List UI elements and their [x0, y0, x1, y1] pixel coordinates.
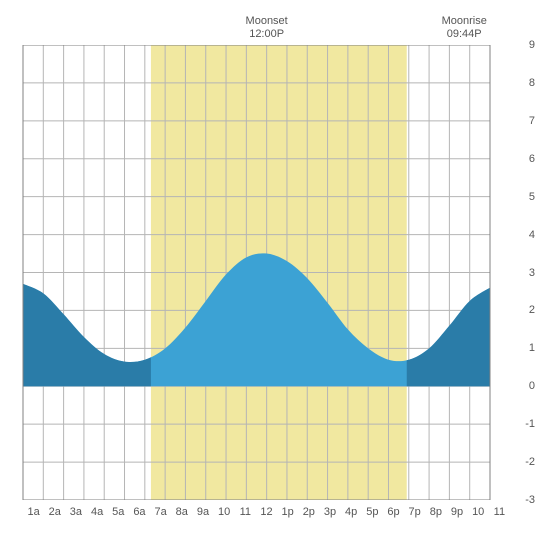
y-tick: 5: [515, 191, 535, 203]
x-tick: 10: [214, 506, 235, 518]
x-tick: 5a: [108, 506, 129, 518]
x-tick: 7a: [150, 506, 171, 518]
x-tick: 4p: [341, 506, 362, 518]
y-tick: 1: [515, 342, 535, 354]
y-tick: -1: [515, 418, 535, 430]
x-tick: 3a: [65, 506, 86, 518]
x-tick: 9a: [192, 506, 213, 518]
x-tick: 4a: [87, 506, 108, 518]
annotations-row: Moonset12:00P Moonrise09:44P: [23, 15, 490, 45]
x-tick: 1p: [277, 506, 298, 518]
x-tick: 6a: [129, 506, 150, 518]
moon-annotation: Moonset12:00P: [246, 15, 288, 41]
x-tick: 8a: [171, 506, 192, 518]
x-tick: 5p: [362, 506, 383, 518]
moon-annotation: Moonrise09:44P: [442, 15, 487, 41]
x-tick: 1a: [23, 506, 44, 518]
y-tick: -3: [515, 494, 535, 506]
y-axis: -3-2-10123456789: [515, 45, 535, 500]
x-tick: 8p: [425, 506, 446, 518]
x-tick: 7p: [404, 506, 425, 518]
x-tick: 2p: [298, 506, 319, 518]
chart-svg: [15, 45, 515, 500]
tide-chart: -3-2-10123456789: [15, 45, 535, 500]
y-tick: 2: [515, 304, 535, 316]
y-tick: -2: [515, 456, 535, 468]
y-tick: 3: [515, 267, 535, 279]
y-tick: 0: [515, 380, 535, 392]
x-tick: 9p: [446, 506, 467, 518]
x-axis: 1a2a3a4a5a6a7a8a9a1011121p2p3p4p5p6p7p8p…: [23, 506, 510, 518]
annotation-value: 09:44P: [442, 28, 487, 41]
y-tick: 9: [515, 39, 535, 51]
x-tick: 11: [235, 506, 256, 518]
annotation-title: Moonrise: [442, 15, 487, 28]
annotation-value: 12:00P: [246, 28, 288, 41]
x-tick: 10: [468, 506, 489, 518]
y-tick: 7: [515, 115, 535, 127]
y-tick: 6: [515, 153, 535, 165]
y-tick: 4: [515, 229, 535, 241]
x-tick: 12: [256, 506, 277, 518]
x-tick: 11: [489, 506, 510, 518]
x-tick: 2a: [44, 506, 65, 518]
x-tick: 6p: [383, 506, 404, 518]
x-tick: 3p: [319, 506, 340, 518]
annotation-title: Moonset: [246, 15, 288, 28]
y-tick: 8: [515, 77, 535, 89]
